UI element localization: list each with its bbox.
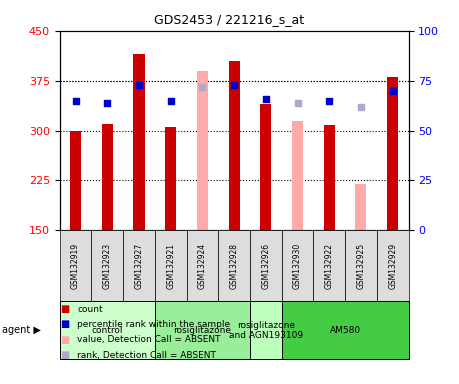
- Point: [325, 98, 333, 104]
- Bar: [155, 301, 250, 359]
- Bar: [70, 131, 81, 230]
- Text: GSM132923: GSM132923: [103, 243, 112, 289]
- Text: agent ▶: agent ▶: [2, 325, 41, 335]
- Text: AM580: AM580: [330, 326, 361, 335]
- Bar: [186, 230, 218, 301]
- Text: GSM132921: GSM132921: [166, 243, 175, 289]
- Text: GSM132927: GSM132927: [134, 243, 144, 289]
- Text: ■: ■: [60, 319, 69, 329]
- Text: count: count: [77, 305, 103, 314]
- Bar: [292, 121, 303, 230]
- Bar: [282, 301, 409, 359]
- Bar: [134, 54, 145, 230]
- Bar: [60, 230, 91, 301]
- Bar: [165, 127, 176, 230]
- Text: rosiglitazone
and AGN193109: rosiglitazone and AGN193109: [229, 321, 303, 340]
- Bar: [218, 230, 250, 301]
- Bar: [102, 124, 113, 230]
- Point: [167, 98, 174, 104]
- Bar: [313, 230, 345, 301]
- Text: value, Detection Call = ABSENT: value, Detection Call = ABSENT: [77, 335, 221, 344]
- Text: GSM132925: GSM132925: [357, 243, 365, 289]
- Text: GDS2453 / 221216_s_at: GDS2453 / 221216_s_at: [154, 13, 305, 26]
- Text: GSM132924: GSM132924: [198, 243, 207, 289]
- Point: [389, 88, 396, 94]
- Bar: [387, 77, 398, 230]
- Point: [262, 96, 269, 102]
- Point: [72, 98, 79, 104]
- Text: ■: ■: [60, 335, 69, 345]
- Point: [104, 99, 111, 106]
- Text: rank, Detection Call = ABSENT: rank, Detection Call = ABSENT: [77, 351, 216, 360]
- Bar: [155, 230, 186, 301]
- Point: [230, 81, 238, 88]
- Bar: [345, 230, 377, 301]
- Text: GSM132929: GSM132929: [388, 243, 397, 289]
- Bar: [282, 230, 313, 301]
- Bar: [60, 301, 155, 359]
- Point: [199, 84, 206, 90]
- Bar: [197, 71, 208, 230]
- Bar: [229, 61, 240, 230]
- Point: [135, 81, 143, 88]
- Bar: [91, 230, 123, 301]
- Text: GSM132919: GSM132919: [71, 243, 80, 289]
- Text: rosiglitazone: rosiglitazone: [174, 326, 231, 335]
- Text: GSM132928: GSM132928: [230, 243, 239, 289]
- Bar: [260, 104, 271, 230]
- Bar: [355, 184, 366, 230]
- Bar: [123, 230, 155, 301]
- Bar: [250, 230, 282, 301]
- Text: GSM132922: GSM132922: [325, 243, 334, 289]
- Bar: [377, 230, 409, 301]
- Text: control: control: [91, 326, 123, 335]
- Bar: [324, 125, 335, 230]
- Bar: [250, 301, 282, 359]
- Text: GSM132930: GSM132930: [293, 243, 302, 289]
- Text: GSM132926: GSM132926: [261, 243, 270, 289]
- Text: ■: ■: [60, 350, 69, 360]
- Text: ■: ■: [60, 304, 69, 314]
- Point: [357, 104, 364, 110]
- Text: percentile rank within the sample: percentile rank within the sample: [77, 320, 230, 329]
- Point: [294, 99, 301, 106]
